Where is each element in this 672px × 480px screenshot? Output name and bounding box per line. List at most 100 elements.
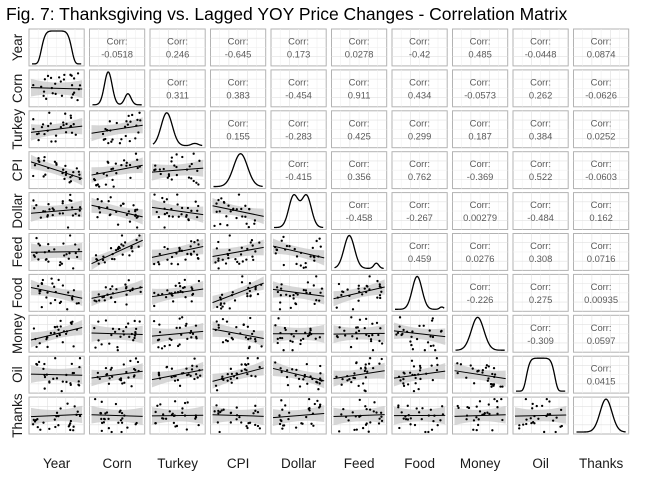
scatter-point xyxy=(176,263,180,266)
fit-line xyxy=(151,330,204,337)
scatter-point xyxy=(215,247,219,250)
panel-year-turkey: Corr: 0.246 xyxy=(149,28,206,67)
scatter-point xyxy=(548,400,551,403)
scatter-point xyxy=(181,411,184,414)
scatter-point xyxy=(419,366,422,369)
scatter-point xyxy=(493,373,497,376)
scatter-point xyxy=(107,200,110,203)
scatter-point xyxy=(119,204,123,207)
panel-money-money xyxy=(452,314,509,353)
corr-label: Corr: xyxy=(470,158,491,169)
scatter-point xyxy=(134,423,137,426)
scatter-point xyxy=(250,239,254,242)
corr-label: Corr: xyxy=(349,199,370,210)
scatter-point xyxy=(219,307,223,310)
scatter-point xyxy=(51,214,54,217)
scatter-point xyxy=(46,74,50,78)
panel-food-feed xyxy=(331,273,388,312)
scatter-point xyxy=(106,206,109,209)
scatter-point xyxy=(282,235,285,239)
scatter-point xyxy=(113,258,116,261)
scatter-point xyxy=(42,421,45,424)
scatter-point xyxy=(426,341,430,344)
scatter-point xyxy=(372,410,375,413)
scatter-point xyxy=(295,368,298,372)
scatter-point xyxy=(131,250,134,253)
scatter-point xyxy=(187,218,190,221)
scatter-point xyxy=(170,262,173,265)
corr-label: Corr: xyxy=(409,158,430,169)
panel-grid-lines xyxy=(573,315,629,353)
scatter-point xyxy=(344,334,347,337)
panel-oil-feed xyxy=(331,355,388,394)
scatter-point xyxy=(378,283,381,286)
scatter-point xyxy=(125,164,128,167)
scatter-point xyxy=(58,76,61,79)
scatter-point xyxy=(170,367,174,370)
scatter-point xyxy=(56,325,59,328)
scatter-point xyxy=(403,372,406,375)
scatter-point xyxy=(279,367,282,370)
scatter-point xyxy=(244,363,247,366)
panel-cpi-dollar: Corr: -0.415 xyxy=(270,151,327,190)
scatter-point xyxy=(439,419,442,422)
panel-money-turkey xyxy=(149,314,206,353)
scatter-point xyxy=(358,398,361,402)
scatter-point xyxy=(103,299,106,302)
scatter-point xyxy=(170,156,174,159)
scatter-point xyxy=(134,327,138,331)
scatter-point xyxy=(50,277,53,280)
panel-turkey-oil: Corr: 0.384 xyxy=(512,110,569,149)
scatter-points xyxy=(31,402,82,432)
scatter-point xyxy=(78,414,82,418)
scatter-point xyxy=(46,291,49,294)
corr-value-turkey-oil: 0.384 xyxy=(529,130,552,141)
scatter-point xyxy=(164,417,168,420)
scatter-point xyxy=(166,176,169,179)
scatter-point xyxy=(163,246,166,249)
scatter-point xyxy=(49,76,53,80)
scatter-point xyxy=(226,372,229,376)
scatter-point xyxy=(175,326,178,330)
scatter-point xyxy=(40,85,43,88)
scatter-point xyxy=(338,430,341,433)
scatter-point xyxy=(185,367,188,370)
scatter-point xyxy=(418,364,422,368)
scatter-point xyxy=(235,418,238,421)
scatter-point xyxy=(457,406,460,409)
scatter-point xyxy=(258,241,261,244)
scatter-point xyxy=(132,375,136,378)
scatter-point xyxy=(380,342,384,345)
scatter-point xyxy=(109,296,113,299)
scatter-point xyxy=(234,258,237,261)
scatter-point xyxy=(478,410,482,413)
scatter-point xyxy=(215,210,218,213)
panel-feed-oil: Corr: 0.308 xyxy=(512,233,569,271)
scatter-point xyxy=(310,422,313,425)
scatter-point xyxy=(216,421,219,424)
panel-grid-lines xyxy=(271,192,327,230)
scatter-point xyxy=(229,210,232,213)
scatter-point xyxy=(156,404,159,407)
scatter-point xyxy=(215,404,218,407)
scatter-point xyxy=(134,208,137,212)
scatter-point xyxy=(235,377,239,380)
panel-grid-lines xyxy=(392,110,448,148)
scatter-point xyxy=(99,411,102,415)
scatter-point xyxy=(104,319,108,322)
panel-grid-lines xyxy=(331,29,387,66)
scatter-point xyxy=(406,383,410,386)
scatter-point xyxy=(241,215,244,218)
fit-line xyxy=(272,412,325,419)
scatter-point xyxy=(292,335,295,338)
scatter-point xyxy=(274,361,277,364)
scatter-point xyxy=(369,357,372,360)
scatter-point xyxy=(247,421,250,425)
corr-label: Corr: xyxy=(409,35,430,46)
scatter-point xyxy=(116,349,119,352)
scatter-point xyxy=(313,302,316,306)
scatter-point xyxy=(486,379,489,382)
scatter-point xyxy=(109,368,112,371)
scatter-point xyxy=(121,253,124,256)
scatter-point xyxy=(276,341,279,345)
